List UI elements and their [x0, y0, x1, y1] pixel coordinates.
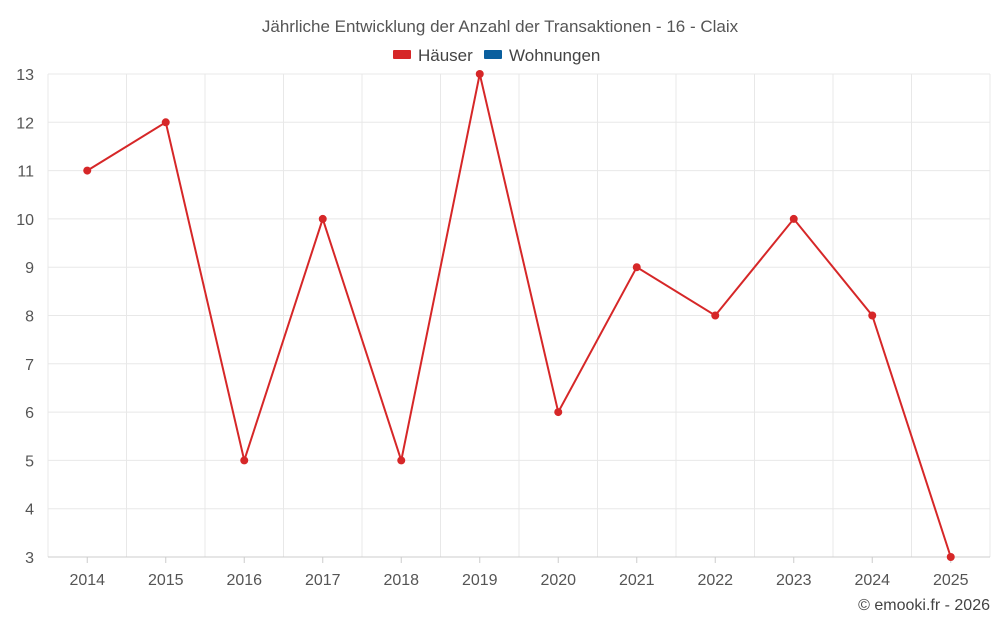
y-tick-label: 3 [25, 550, 34, 567]
legend-swatch-haeuser [393, 50, 411, 59]
data-point[interactable] [946, 553, 955, 561]
series [83, 70, 955, 561]
x-tick-label: 2016 [226, 572, 262, 589]
grid [47, 73, 991, 557]
data-point[interactable] [83, 166, 92, 175]
legend-item-haeuser[interactable]: Häuser [393, 46, 473, 65]
legend-swatch-wohnungen [484, 50, 502, 59]
data-point[interactable] [632, 263, 641, 272]
data-point[interactable] [318, 214, 327, 223]
y-tick-label: 7 [25, 357, 34, 374]
x-tick-label: 2014 [69, 572, 105, 589]
chart-title: Jährliche Entwicklung der Anzahl der Tra… [262, 17, 739, 36]
data-point[interactable] [789, 214, 798, 223]
x-tick-label: 2017 [305, 572, 341, 589]
x-tick-label: 2018 [383, 572, 419, 589]
series-line-0 [86, 73, 952, 558]
axes: 3 4 5 6 7 8 9 10 11 12 13 2014 2015 2016 2017 2018 2019 2… [16, 67, 990, 589]
y-tick-label: 12 [16, 115, 34, 132]
x-tick-label: 2024 [854, 572, 890, 589]
y-tick-label: 10 [16, 212, 34, 229]
y-tick-label: 4 [25, 502, 34, 519]
data-point[interactable] [161, 118, 170, 127]
y-tick-label: 5 [25, 453, 34, 470]
y-tick-label: 6 [25, 405, 34, 422]
data-point[interactable] [868, 311, 877, 320]
x-tick-label: 2023 [776, 572, 812, 589]
x-tick-label: 2019 [462, 572, 498, 589]
x-tick-label: 2015 [148, 572, 184, 589]
y-tick-label: 9 [25, 260, 34, 277]
data-point[interactable] [397, 456, 406, 465]
data-point[interactable] [711, 311, 720, 320]
data-point[interactable] [475, 70, 484, 78]
y-tick-label: 13 [16, 67, 34, 84]
legend-label-wohnungen: Wohnungen [509, 46, 600, 65]
y-tick-label: 11 [17, 164, 34, 181]
credit-text: © emooki.fr - 2026 [858, 597, 990, 614]
y-tick-label: 8 [25, 309, 34, 326]
x-tick-label: 2022 [697, 572, 733, 589]
x-tick-label: 2025 [933, 572, 969, 589]
legend: Häuser Wohnungen [393, 46, 600, 65]
legend-item-wohnungen[interactable]: Wohnungen [484, 46, 600, 65]
x-tick-label: 2020 [540, 572, 576, 589]
x-tick-label: 2021 [619, 572, 655, 589]
data-point[interactable] [554, 408, 563, 417]
data-point[interactable] [240, 456, 249, 465]
legend-label-haeuser: Häuser [418, 46, 473, 65]
